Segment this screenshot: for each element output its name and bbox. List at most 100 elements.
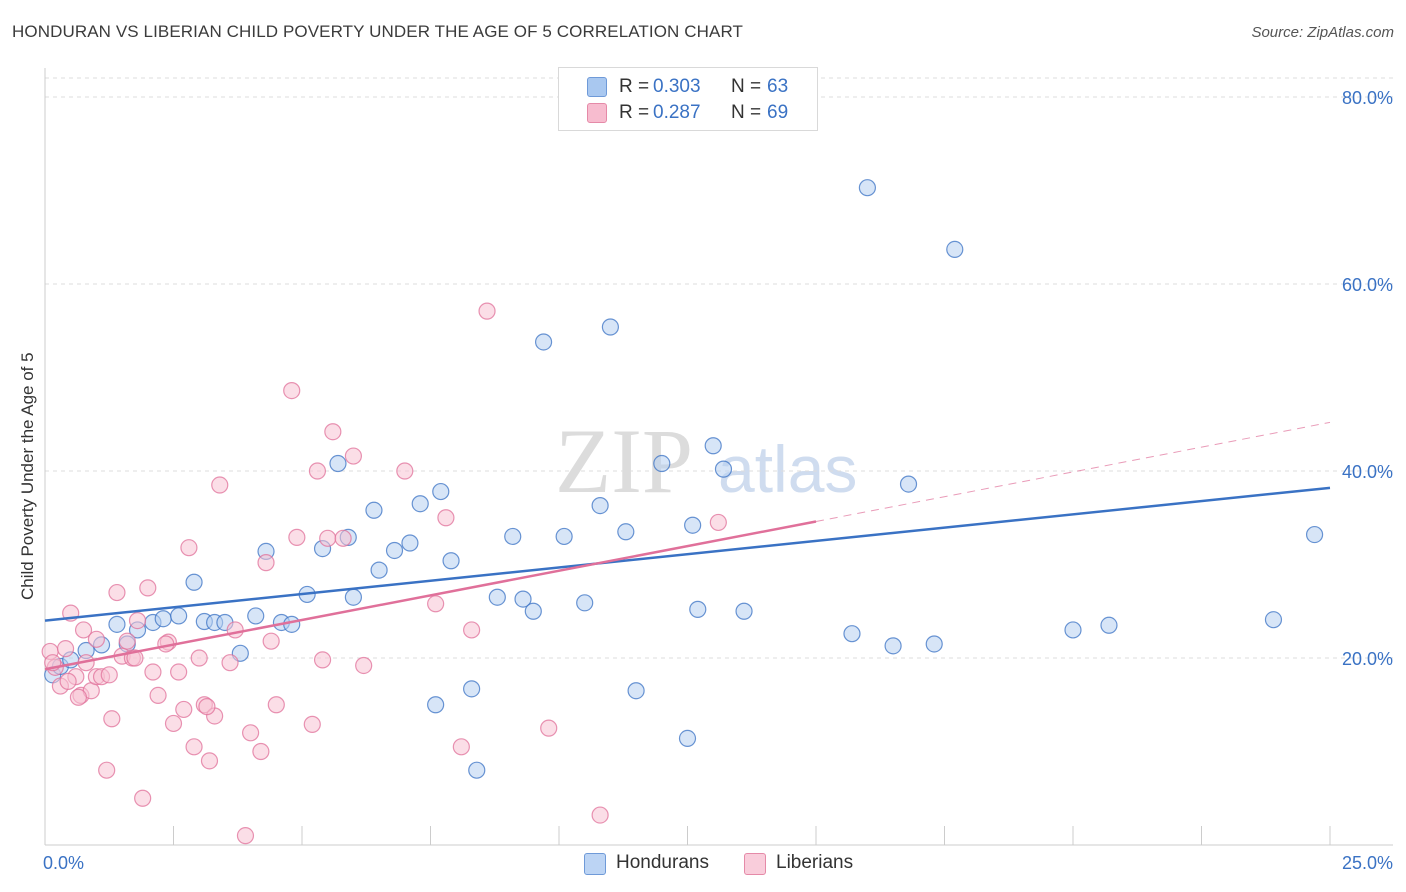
legend-r-label: R =	[619, 102, 650, 123]
point-hondurans	[411, 495, 429, 513]
point-hondurans	[653, 454, 671, 473]
point-hondurans	[344, 588, 362, 606]
y-tick-label: 20.0%	[1342, 649, 1393, 669]
point-hondurans	[329, 454, 347, 473]
point-liberians	[139, 579, 157, 597]
point-liberians	[128, 611, 147, 630]
watermark: ZIP atlas	[555, 410, 857, 512]
point-liberians	[103, 710, 121, 728]
point-hondurans	[576, 594, 594, 612]
point-hondurans	[1100, 616, 1118, 634]
bottom-legend-label-liberians: Liberians	[776, 852, 854, 873]
point-liberians	[452, 738, 470, 756]
point-hondurans	[899, 475, 918, 493]
point-liberians	[211, 476, 229, 494]
legend-n-label: N =	[731, 76, 762, 97]
point-liberians	[591, 806, 609, 824]
point-hondurans	[1064, 621, 1082, 639]
point-liberians	[303, 715, 321, 733]
point-liberians	[149, 686, 167, 705]
point-liberians	[242, 724, 260, 742]
point-hondurans	[678, 729, 697, 748]
point-hondurans	[514, 590, 532, 608]
chart-title: HONDURAN VS LIBERIAN CHILD POVERTY UNDER…	[12, 22, 744, 41]
point-hondurans	[843, 625, 861, 643]
point-hondurans	[154, 610, 172, 628]
point-hondurans	[283, 615, 301, 633]
point-liberians	[59, 672, 77, 690]
trend-line-liberians-extension	[815, 421, 1331, 522]
point-hondurans	[463, 680, 481, 698]
point-hondurans	[684, 516, 702, 534]
point-hondurans	[488, 588, 506, 606]
point-liberians	[308, 462, 327, 480]
point-liberians	[313, 651, 332, 669]
point-hondurans	[468, 761, 486, 779]
point-liberians	[463, 621, 481, 639]
point-liberians	[170, 663, 188, 681]
point-hondurans	[689, 600, 707, 618]
bottom-legend-label-hondurans: Hondurans	[616, 852, 709, 873]
point-liberians	[69, 688, 88, 706]
point-liberians	[100, 666, 118, 684]
source-label: Source: ZipAtlas.com	[1251, 24, 1394, 41]
y-tick-label: 80.0%	[1342, 88, 1393, 108]
point-liberians	[175, 700, 193, 719]
point-hondurans	[247, 607, 265, 625]
watermark-atlas: atlas	[718, 432, 857, 506]
point-liberians	[355, 656, 373, 675]
point-liberians	[134, 789, 152, 807]
point-hondurans	[185, 573, 203, 591]
point-liberians	[221, 654, 239, 672]
point-liberians	[198, 698, 216, 716]
bottom-legend-swatch-hondurans	[584, 853, 606, 875]
point-liberians	[87, 630, 106, 648]
point-hondurans	[714, 460, 733, 478]
point-hondurans	[627, 682, 645, 700]
legend-swatch-hondurans	[587, 77, 607, 97]
legend-r-value: 0.287	[653, 102, 701, 123]
point-hondurans	[858, 179, 877, 197]
point-liberians	[190, 649, 208, 667]
point-hondurans	[534, 333, 553, 351]
y-axis-title: Child Poverty Under the Age of 5	[18, 352, 37, 600]
point-hondurans	[170, 607, 188, 625]
point-hondurans	[427, 696, 445, 714]
point-hondurans	[925, 635, 943, 653]
point-hondurans	[504, 527, 522, 546]
legend-r-value: 0.303	[653, 76, 701, 97]
point-hondurans	[365, 501, 383, 519]
point-hondurans	[601, 318, 620, 336]
trend-line-hondurans	[44, 486, 1331, 622]
point-liberians	[108, 583, 126, 602]
point-liberians	[262, 632, 280, 650]
x-tick-label-min: 0.0%	[43, 853, 84, 873]
point-liberians	[427, 595, 445, 613]
point-hondurans	[555, 527, 573, 546]
point-hondurans	[401, 534, 419, 552]
point-hondurans	[884, 637, 902, 655]
point-liberians	[540, 719, 558, 737]
point-liberians	[180, 539, 198, 557]
point-hondurans	[946, 240, 964, 259]
point-liberians	[185, 738, 203, 756]
point-hondurans	[432, 482, 450, 501]
legend-n-label: N =	[731, 102, 762, 123]
point-liberians	[324, 423, 342, 441]
point-hondurans	[370, 561, 388, 579]
point-hondurans	[617, 523, 635, 541]
x-tick-label-max: 25.0%	[1342, 853, 1393, 873]
point-liberians	[437, 509, 455, 527]
point-hondurans	[442, 552, 460, 570]
point-liberians	[344, 447, 362, 465]
point-liberians	[98, 761, 116, 779]
point-liberians	[334, 529, 352, 547]
point-liberians	[226, 621, 244, 639]
point-hondurans	[1305, 525, 1324, 544]
point-liberians	[478, 302, 496, 320]
point-hondurans	[735, 602, 753, 620]
point-hondurans	[524, 602, 542, 620]
legend-swatch-liberians	[587, 103, 607, 123]
bottom-legend-swatch-liberians	[744, 853, 766, 875]
